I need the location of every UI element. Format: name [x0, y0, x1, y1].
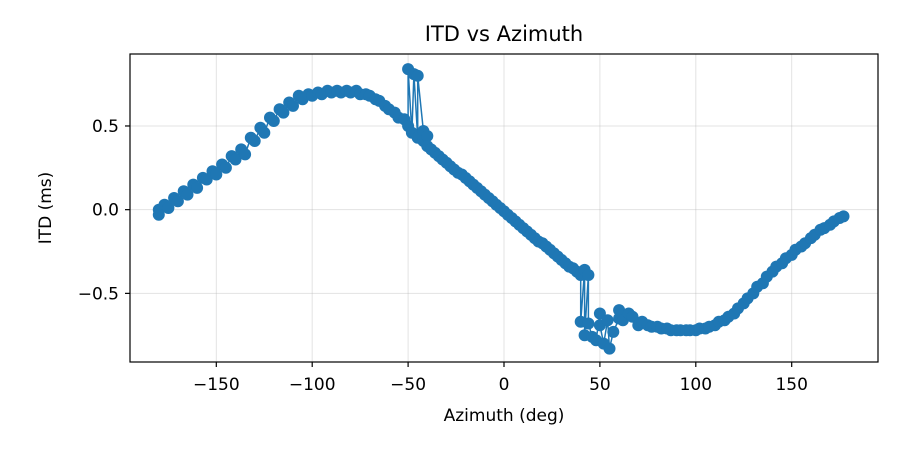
x-tick-label: −100: [289, 375, 336, 395]
x-tick-label: 50: [589, 375, 611, 395]
data-point: [837, 210, 850, 223]
data-point: [210, 168, 223, 181]
data-point: [258, 126, 271, 139]
data-point: [607, 325, 620, 338]
data-point: [626, 310, 639, 323]
x-tick-label: −150: [193, 375, 240, 395]
y-tick-label: 0.5: [92, 117, 119, 137]
x-tick-label: 100: [680, 375, 712, 395]
data-point: [219, 161, 232, 174]
data-point: [191, 181, 204, 194]
data-point: [603, 342, 616, 355]
x-tick-label: 0: [499, 375, 510, 395]
data-point: [229, 153, 242, 166]
data-point: [411, 69, 424, 82]
data-point: [267, 115, 280, 127]
data-point: [171, 195, 184, 208]
data-point: [613, 304, 626, 317]
tick-layer: −150 −100 −50 0 50 100 150 0.5 0.0 −0.5: [78, 117, 808, 395]
x-axis-label: Azimuth (deg): [444, 406, 565, 426]
data-point: [287, 99, 299, 112]
data-layer: [152, 63, 850, 355]
y-axis-label: ITD (ms): [36, 172, 56, 245]
data-point: [582, 269, 595, 281]
x-tick-label: −50: [390, 375, 426, 395]
y-tick-label: −0.5: [78, 284, 119, 304]
data-point: [152, 208, 165, 221]
x-tick-label: 150: [775, 375, 807, 395]
data-point: [582, 317, 595, 330]
data-point: [421, 130, 434, 142]
data-point: [601, 314, 614, 327]
data-point: [248, 135, 261, 147]
data-point: [181, 188, 194, 201]
data-point: [162, 202, 175, 214]
data-point: [239, 148, 252, 161]
chart-title: ITD vs Azimuth: [425, 22, 583, 46]
y-tick-label: 0.0: [92, 201, 119, 221]
data-point: [277, 106, 290, 119]
